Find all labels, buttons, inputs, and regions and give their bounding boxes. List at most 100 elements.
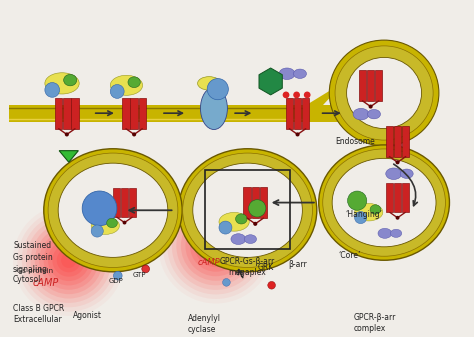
- Bar: [121, 188, 128, 217]
- Bar: [122, 98, 130, 129]
- Circle shape: [199, 229, 233, 263]
- Text: Adenylyl
cyclase: Adenylyl cyclase: [188, 314, 221, 334]
- Bar: [386, 183, 393, 212]
- Circle shape: [35, 226, 103, 294]
- Circle shape: [253, 222, 257, 226]
- Ellipse shape: [45, 83, 60, 97]
- Ellipse shape: [236, 214, 247, 224]
- Text: Agonist: Agonist: [73, 311, 101, 320]
- Circle shape: [204, 234, 228, 258]
- Text: Class B GPCR: Class B GPCR: [13, 304, 64, 312]
- Circle shape: [22, 213, 116, 307]
- Circle shape: [268, 281, 275, 289]
- Circle shape: [61, 252, 76, 268]
- Bar: [402, 125, 410, 157]
- FancyArrowPatch shape: [394, 164, 417, 206]
- Circle shape: [26, 218, 111, 303]
- Ellipse shape: [193, 163, 302, 257]
- Circle shape: [113, 271, 122, 280]
- Circle shape: [167, 197, 264, 295]
- Text: Endosome: Endosome: [336, 137, 375, 146]
- Ellipse shape: [355, 204, 383, 221]
- Ellipse shape: [107, 218, 118, 228]
- Ellipse shape: [44, 149, 182, 272]
- Text: Cytosol: Cytosol: [13, 275, 41, 284]
- Ellipse shape: [355, 212, 367, 224]
- Ellipse shape: [219, 212, 249, 231]
- Text: GDP: GDP: [108, 278, 123, 283]
- Circle shape: [207, 79, 228, 100]
- Circle shape: [283, 92, 290, 98]
- Bar: [252, 187, 259, 218]
- Circle shape: [44, 235, 94, 285]
- Ellipse shape: [332, 158, 436, 247]
- Ellipse shape: [386, 168, 401, 180]
- Bar: [394, 125, 401, 157]
- Ellipse shape: [370, 205, 381, 214]
- Bar: [402, 183, 409, 212]
- Ellipse shape: [346, 57, 421, 128]
- Text: GPCR-Gs-β-arr
megaplex: GPCR-Gs-β-arr megaplex: [220, 256, 275, 277]
- Ellipse shape: [293, 69, 307, 79]
- Bar: [260, 187, 267, 218]
- Text: β-arr: β-arr: [288, 260, 307, 269]
- Circle shape: [293, 92, 300, 98]
- Ellipse shape: [245, 235, 256, 244]
- Ellipse shape: [182, 153, 312, 268]
- Bar: [113, 188, 120, 217]
- Bar: [359, 70, 366, 101]
- Circle shape: [132, 132, 136, 136]
- Circle shape: [347, 191, 367, 210]
- Bar: [138, 98, 146, 129]
- Text: GTP: GTP: [132, 272, 146, 278]
- Bar: [130, 98, 138, 129]
- Circle shape: [57, 248, 81, 272]
- Ellipse shape: [48, 153, 178, 268]
- Circle shape: [176, 206, 255, 285]
- Ellipse shape: [400, 169, 413, 178]
- Circle shape: [123, 221, 127, 224]
- Bar: [367, 70, 374, 101]
- Ellipse shape: [378, 228, 392, 238]
- Circle shape: [369, 104, 373, 109]
- Bar: [394, 183, 401, 212]
- Ellipse shape: [335, 46, 433, 140]
- Ellipse shape: [231, 234, 246, 245]
- Ellipse shape: [319, 145, 449, 260]
- Ellipse shape: [391, 229, 402, 237]
- Ellipse shape: [219, 221, 232, 234]
- Circle shape: [18, 209, 120, 312]
- Text: Sustained
Gs protein
signaling: Sustained Gs protein signaling: [13, 241, 53, 274]
- Circle shape: [194, 224, 237, 267]
- Ellipse shape: [58, 163, 168, 257]
- Bar: [55, 98, 63, 129]
- Bar: [129, 188, 136, 217]
- Circle shape: [65, 132, 69, 136]
- Bar: [244, 187, 251, 218]
- FancyArrowPatch shape: [238, 270, 243, 278]
- Text: GPCR-β-arr
complex: GPCR-β-arr complex: [353, 313, 396, 333]
- Ellipse shape: [45, 73, 79, 94]
- Bar: [9, 104, 307, 122]
- Circle shape: [190, 220, 242, 272]
- Circle shape: [163, 193, 269, 299]
- Ellipse shape: [367, 110, 381, 119]
- Circle shape: [223, 278, 230, 286]
- Circle shape: [185, 215, 246, 276]
- Polygon shape: [259, 68, 283, 95]
- Circle shape: [295, 132, 300, 136]
- Text: GRK: GRK: [258, 263, 274, 272]
- Circle shape: [248, 200, 266, 217]
- Ellipse shape: [279, 68, 295, 80]
- Ellipse shape: [110, 85, 124, 98]
- Circle shape: [208, 238, 224, 253]
- Circle shape: [181, 211, 251, 281]
- Circle shape: [48, 240, 90, 281]
- Ellipse shape: [323, 149, 446, 256]
- Text: Extracellular: Extracellular: [13, 315, 62, 324]
- Text: cAMP: cAMP: [33, 278, 59, 287]
- Ellipse shape: [201, 87, 228, 129]
- Circle shape: [304, 92, 310, 98]
- Bar: [302, 98, 310, 129]
- Circle shape: [142, 265, 149, 273]
